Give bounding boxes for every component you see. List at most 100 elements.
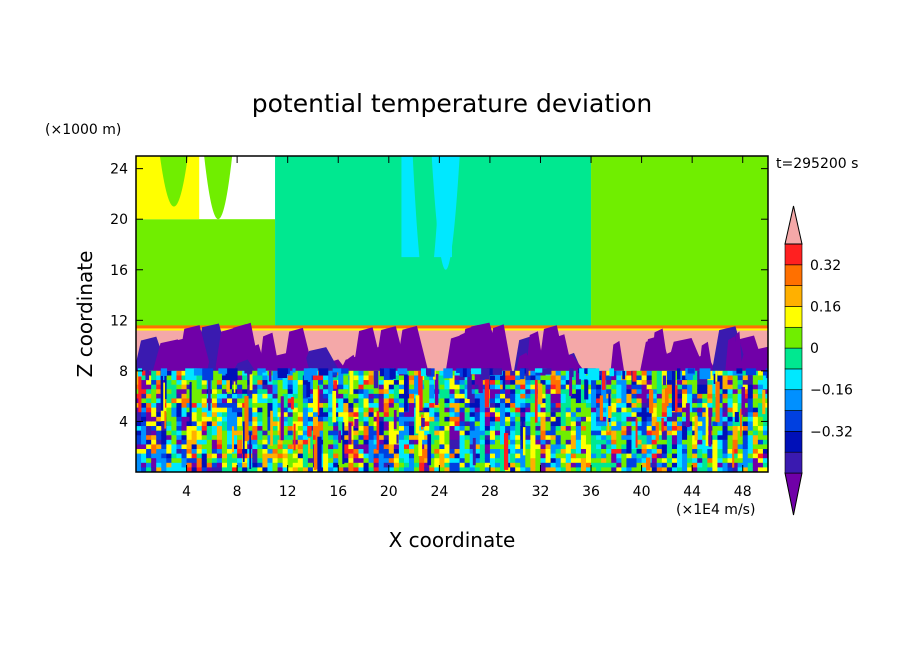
field-region — [262, 398, 269, 404]
field-region — [211, 375, 218, 381]
field-region — [282, 393, 289, 400]
field-region — [318, 368, 329, 376]
field-region — [151, 375, 157, 381]
field-region — [277, 412, 284, 418]
field-region — [656, 453, 663, 459]
field-region — [651, 421, 658, 427]
field-region — [393, 393, 400, 400]
field-region — [676, 412, 683, 418]
field-region — [479, 453, 486, 459]
field-region — [156, 416, 162, 423]
field-region — [762, 393, 768, 400]
field-region — [247, 467, 253, 472]
field-region — [671, 439, 678, 446]
field-region — [171, 430, 178, 436]
field-region — [555, 398, 562, 404]
field-region — [358, 380, 365, 386]
field-region — [656, 458, 663, 464]
field-region — [429, 403, 435, 409]
field-region — [727, 380, 734, 386]
field-region — [358, 467, 365, 472]
field-region — [328, 407, 334, 413]
field-region — [196, 430, 203, 436]
field-region — [505, 375, 511, 381]
field-region — [297, 416, 304, 423]
field-region — [398, 416, 405, 423]
field-region — [742, 416, 749, 423]
field-region — [257, 416, 263, 423]
field-region — [444, 449, 451, 455]
field-region — [596, 416, 602, 423]
field-region — [631, 430, 638, 436]
field-region — [186, 421, 193, 427]
field-region — [505, 403, 511, 409]
x-tick-label: 12 — [279, 484, 297, 500]
field-region — [535, 421, 542, 427]
field-region — [601, 393, 607, 400]
field-region — [489, 407, 496, 413]
field-region — [697, 398, 703, 404]
field-region — [520, 407, 526, 413]
field-region — [378, 426, 385, 432]
field-region — [510, 458, 516, 464]
chart-title: potential temperature deviation — [252, 89, 652, 118]
field-region — [307, 393, 314, 400]
field-region — [368, 426, 375, 432]
field-region — [414, 462, 420, 469]
field-region — [247, 368, 252, 375]
field-region — [474, 416, 481, 423]
field-region — [550, 449, 557, 455]
field-region — [252, 435, 258, 441]
field-region — [656, 467, 663, 472]
field-region — [752, 380, 759, 386]
field-region — [656, 462, 663, 469]
field-region — [176, 435, 183, 441]
field-region — [398, 449, 405, 455]
field-region — [393, 462, 400, 469]
field-region — [318, 393, 324, 400]
field-region — [757, 370, 764, 377]
field-region — [237, 393, 243, 400]
field-region — [292, 458, 299, 464]
field-region — [287, 430, 294, 436]
field-region — [656, 444, 663, 450]
field-region — [419, 458, 425, 464]
field-region — [585, 407, 592, 413]
field-region — [141, 403, 147, 409]
field-region — [565, 449, 572, 455]
field-region — [687, 458, 693, 464]
field-region — [601, 449, 607, 455]
field-region — [302, 430, 309, 436]
field-region — [565, 380, 572, 386]
colorbar-cell — [784, 431, 803, 453]
field-region — [692, 458, 698, 464]
field-region — [444, 458, 451, 464]
field-region — [151, 426, 157, 432]
field-region — [277, 462, 284, 469]
field-region — [216, 426, 223, 432]
field-region — [656, 439, 663, 446]
field-region — [534, 379, 538, 423]
field-region — [584, 379, 589, 400]
field-region — [242, 380, 248, 386]
field-region — [535, 439, 542, 446]
field-region — [449, 453, 456, 459]
field-region — [181, 458, 188, 464]
field-region — [393, 407, 400, 413]
field-region — [206, 412, 213, 418]
field-region — [297, 467, 304, 472]
x-tick-label: 8 — [233, 484, 242, 500]
field-region — [656, 449, 663, 455]
field-region — [616, 444, 622, 450]
field-region — [707, 380, 713, 386]
field-region — [403, 412, 410, 418]
field-region — [611, 416, 617, 423]
field-region — [550, 444, 557, 450]
field-region — [616, 426, 622, 432]
field-region — [515, 389, 521, 395]
field-region — [575, 393, 582, 400]
field-region — [363, 462, 370, 469]
field-region — [526, 331, 545, 371]
field-region — [312, 412, 319, 418]
field-region — [434, 403, 440, 409]
